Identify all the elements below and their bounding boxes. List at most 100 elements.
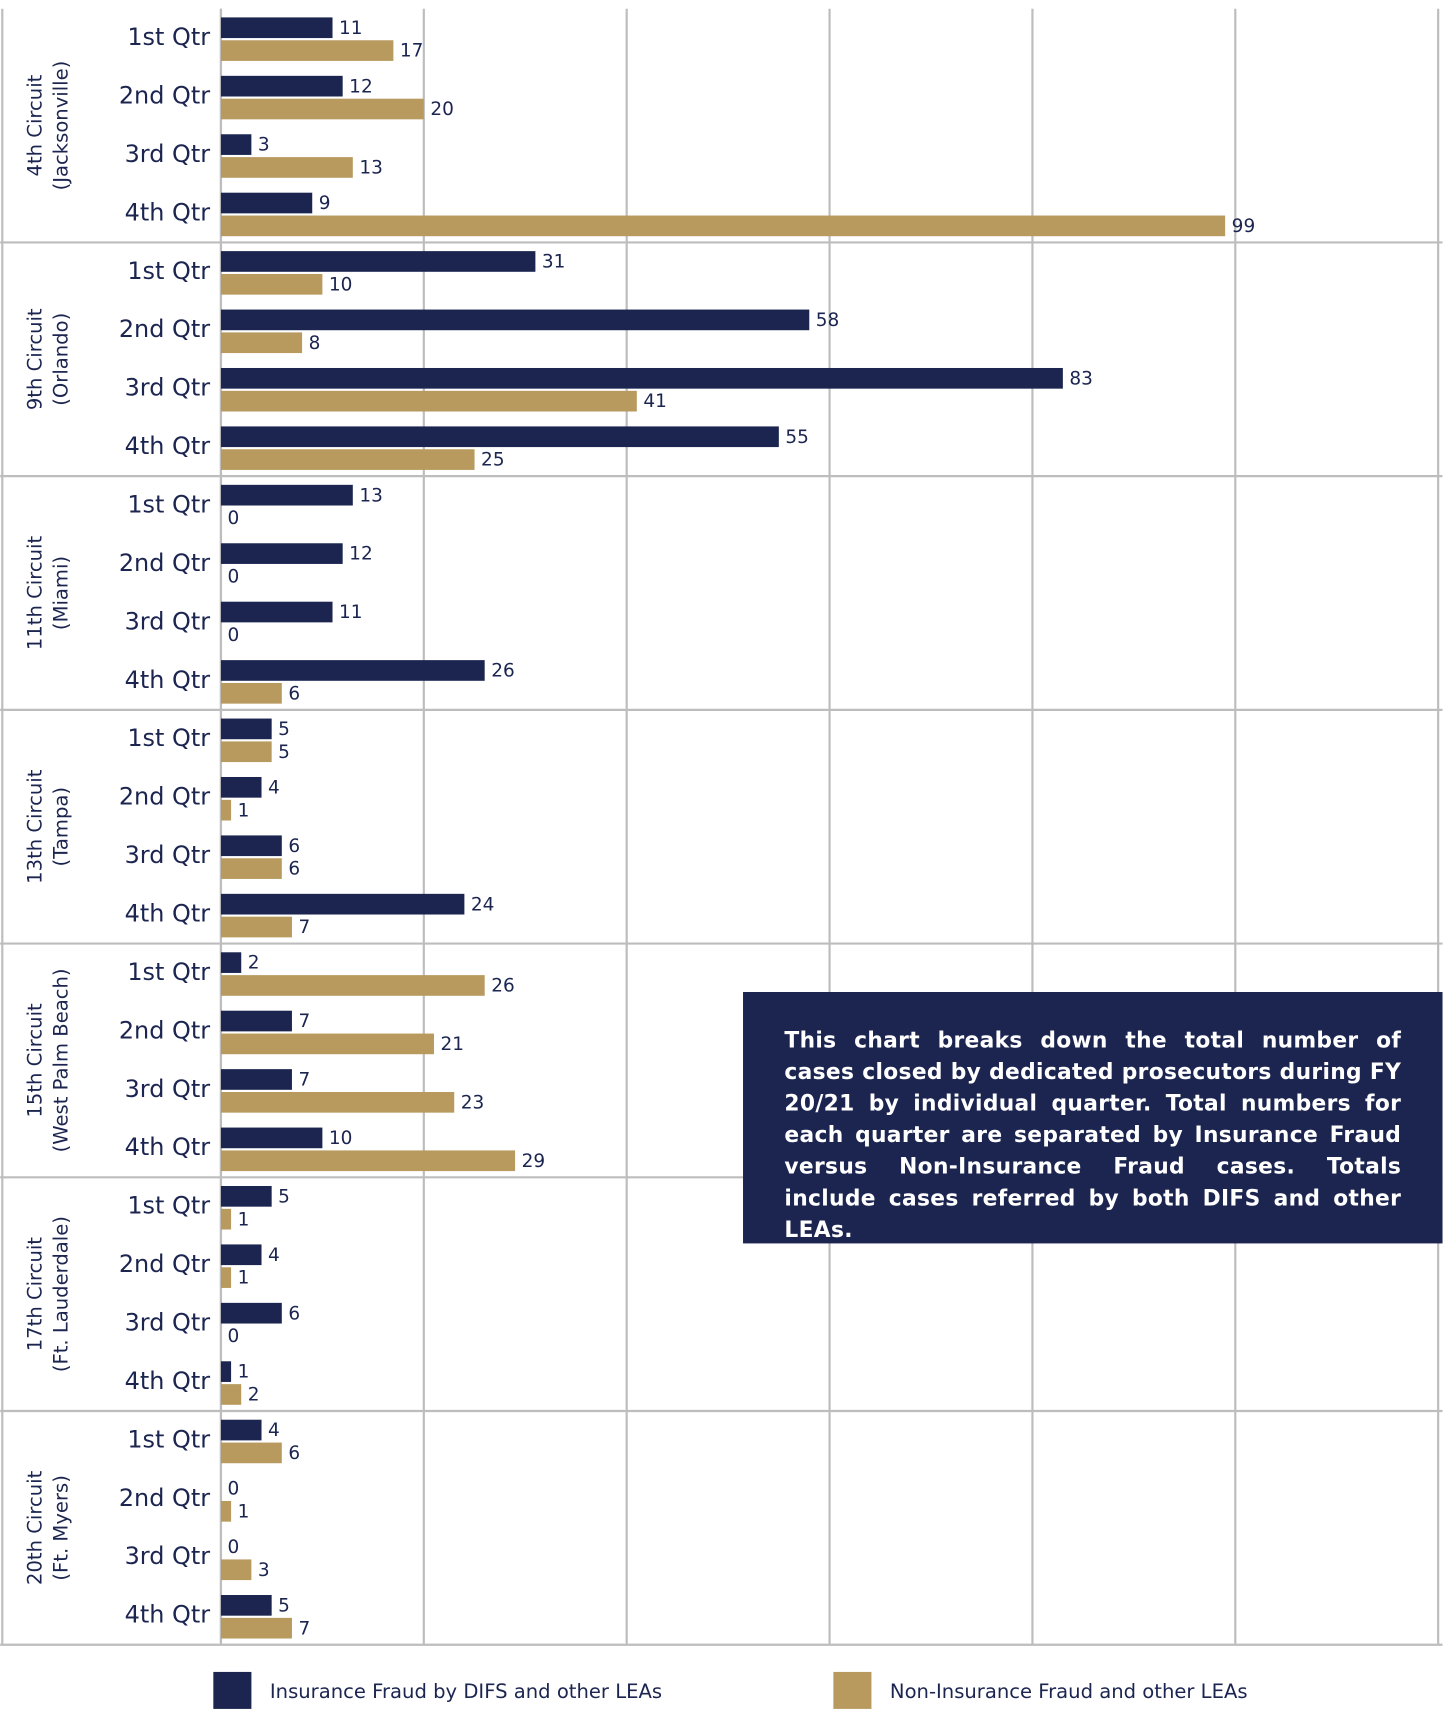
value-label: 1	[238, 1362, 250, 1383]
value-label: 11	[339, 18, 363, 39]
y-tick-label: 1st Qtr	[127, 23, 210, 51]
value-label: 99	[1232, 216, 1256, 237]
value-label: 0	[227, 1479, 239, 1500]
value-label: 7	[298, 1011, 310, 1032]
value-label: 26	[491, 661, 515, 682]
bar	[220, 390, 637, 412]
y-tick-label: 2nd Qtr	[119, 1250, 210, 1278]
value-label: 31	[542, 252, 566, 273]
bar	[220, 1244, 262, 1266]
bar	[220, 858, 282, 879]
bar	[220, 660, 485, 681]
bar	[220, 40, 394, 61]
y-tick-label: 2nd Qtr	[119, 783, 210, 811]
group-label: (Ft. Myers)	[50, 1475, 73, 1580]
bar	[220, 449, 475, 470]
value-label: 41	[643, 391, 667, 412]
value-label: 23	[461, 1092, 485, 1113]
value-label: 24	[471, 894, 495, 915]
value-label: 7	[298, 917, 310, 938]
value-label: 58	[816, 310, 840, 331]
bar	[220, 916, 292, 938]
value-label: 13	[359, 485, 383, 506]
value-label: 25	[481, 450, 505, 471]
group-label: 4th Circuit	[24, 74, 47, 176]
value-label: 12	[349, 76, 373, 97]
group-label: 20th Circuit	[24, 1470, 47, 1585]
value-label: 0	[227, 1326, 239, 1347]
y-tick-label: 3rd Qtr	[125, 1309, 211, 1337]
bar	[220, 893, 465, 915]
value-label: 20	[430, 99, 454, 120]
bar	[220, 75, 343, 97]
value-label: 21	[440, 1034, 464, 1055]
legend-swatch	[213, 1671, 252, 1709]
value-label: 11	[339, 602, 363, 623]
annotation: This chart breaks down the total number …	[743, 992, 1443, 1244]
bar	[220, 273, 323, 295]
value-label: 4	[268, 1245, 280, 1266]
bar	[220, 367, 1063, 389]
bar	[220, 1361, 232, 1382]
value-label: 0	[227, 567, 239, 588]
legend-label: Non-Insurance Fraud and other LEAs	[890, 1680, 1248, 1703]
group-label: (West Palm Beach)	[50, 968, 73, 1152]
value-label: 29	[522, 1151, 546, 1172]
group-label: 13th Circuit	[24, 769, 47, 884]
bar	[220, 17, 333, 39]
bar	[220, 1302, 282, 1324]
value-label: 26	[491, 976, 515, 997]
y-tick-label: 1st Qtr	[127, 958, 210, 986]
bar	[220, 332, 303, 354]
y-tick-label: 1st Qtr	[127, 257, 210, 285]
bar	[220, 1384, 242, 1405]
group-label: (Orlando)	[50, 313, 73, 406]
value-label: 2	[248, 953, 260, 974]
bar	[220, 1617, 292, 1639]
y-tick-label: 4th Qtr	[125, 900, 211, 928]
y-tick-label: 1st Qtr	[127, 491, 210, 519]
bar	[220, 543, 343, 564]
bar	[220, 1010, 292, 1032]
y-tick-label: 3rd Qtr	[125, 374, 211, 402]
bar	[220, 1208, 232, 1230]
bar	[220, 741, 272, 763]
value-label: 8	[309, 333, 321, 354]
y-tick-label: 4th Qtr	[125, 666, 211, 694]
group-label: 17th Circuit	[24, 1237, 47, 1352]
bar	[220, 682, 282, 704]
group-label: 9th Circuit	[24, 308, 47, 410]
value-label: 5	[278, 1595, 290, 1616]
y-tick-label: 3rd Qtr	[125, 1075, 211, 1103]
bar	[220, 1267, 232, 1288]
bar	[220, 1559, 252, 1581]
y-tick-label: 2nd Qtr	[119, 1484, 210, 1512]
value-label: 12	[349, 544, 373, 565]
y-tick-label: 1st Qtr	[127, 1192, 210, 1220]
bar	[220, 1595, 272, 1616]
value-label: 7	[298, 1070, 310, 1091]
bar	[220, 484, 353, 506]
value-label: 4	[268, 777, 280, 798]
y-tick-label: 1st Qtr	[127, 724, 210, 752]
annotation-text: This chart breaks down the total number …	[743, 992, 1443, 1244]
value-label: 13	[359, 158, 383, 179]
legend-swatch	[833, 1671, 872, 1709]
bar	[220, 718, 272, 740]
value-label: 4	[268, 1420, 280, 1441]
value-label: 6	[288, 859, 300, 880]
y-tick-label: 4th Qtr	[125, 1601, 211, 1629]
value-label: 6	[288, 1443, 300, 1464]
y-tick-label: 4th Qtr	[125, 432, 211, 460]
value-label: 1	[238, 1268, 250, 1289]
value-label: 7	[298, 1618, 310, 1639]
value-label: 6	[288, 683, 300, 704]
y-tick-label: 3rd Qtr	[125, 607, 211, 635]
bar	[220, 1069, 292, 1090]
value-label: 10	[329, 274, 353, 295]
y-tick-label: 4th Qtr	[125, 198, 211, 226]
bar	[220, 134, 252, 155]
group-label: (Jacksonville)	[50, 61, 73, 191]
bar	[220, 835, 282, 857]
